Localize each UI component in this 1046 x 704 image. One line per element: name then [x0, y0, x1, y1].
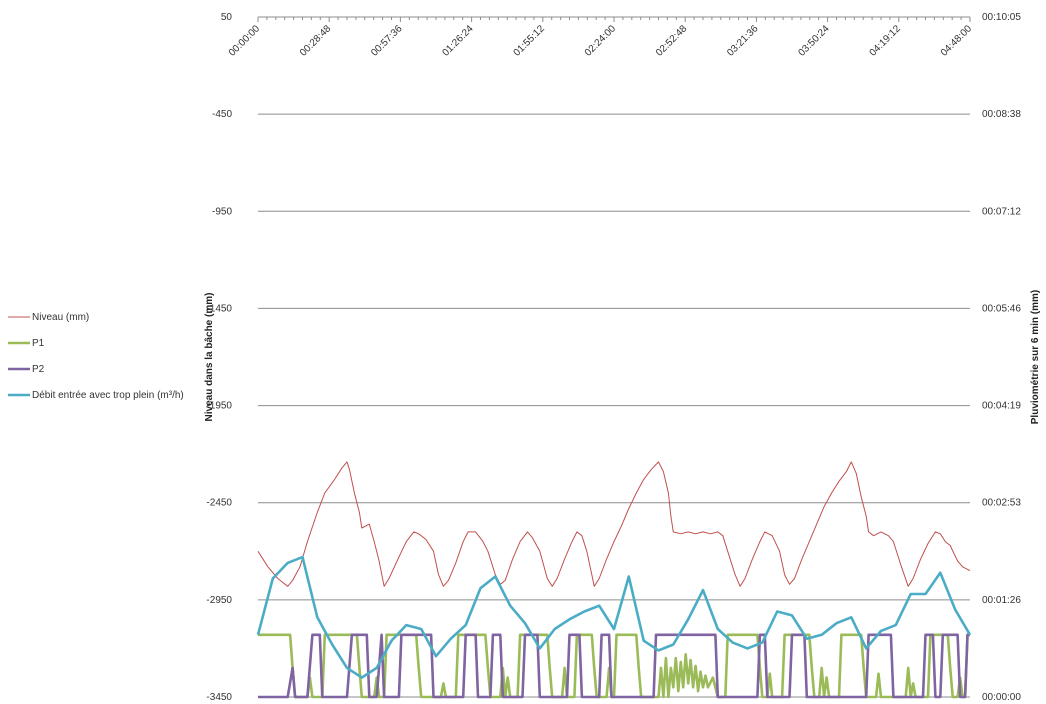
y2-tick-label: 00:04:19	[982, 401, 1021, 412]
grid-lines	[258, 16, 970, 698]
x-tick-label: 04:19:12	[868, 23, 904, 59]
legend-label: P2	[32, 364, 45, 375]
series-line-4	[256, 555, 972, 679]
x-tick-label: 01:55:12	[512, 23, 548, 59]
y2-tick-label: 00:07:12	[982, 206, 1021, 217]
x-axis: 00:00:00 00:28:48 00:57:36 01:26:24 01:55:12…	[227, 17, 975, 59]
x-tick-label: 02:24:00	[583, 23, 619, 59]
x-tick-label: 03:21:36	[725, 23, 761, 59]
x-tick-label: 04:48:00	[939, 23, 975, 59]
y-tick-label: -1950	[206, 401, 232, 412]
x-tick-label: 02:52:48	[654, 23, 690, 59]
x-tick-label: 00:28:48	[298, 23, 334, 59]
y-tick-label: 50	[221, 12, 233, 23]
series-group	[256, 461, 972, 699]
legend-label: Débit entrée avec trop plein (m³/h)	[32, 390, 184, 401]
y-tick-label: -950	[212, 206, 232, 217]
y-tick-label: -450	[212, 109, 232, 120]
x-tick-label: 00:00:00	[227, 23, 263, 59]
y-tick-label: -2450	[206, 498, 232, 509]
y2-tick-label: 00:00:00	[982, 692, 1021, 703]
y2-tick-label: 00:10:05	[982, 12, 1021, 23]
legend-label: Niveau (mm)	[32, 312, 89, 323]
legend-label: P1	[32, 338, 45, 349]
legend: Niveau (mm) P1 P2 Débit entrée avec trop pl…	[8, 312, 184, 401]
y-axis-left: 50 -450 -950 -1450 -1950 -2450 -2950 -3450	[206, 12, 232, 703]
x-tick-label: 01:26:24	[440, 23, 476, 59]
y2-tick-label: 00:02:53	[982, 498, 1021, 509]
y-tick-label: -2950	[206, 595, 232, 606]
x-tick-label: 03:50:24	[796, 23, 832, 59]
series-line-3	[258, 633, 970, 699]
y-axis-right: 00:10:05 00:08:38 00:07:12 00:05:46 00:04:19…	[982, 12, 1021, 703]
y2-tick-label: 00:05:46	[982, 303, 1021, 314]
y-tick-label: -3450	[206, 692, 232, 703]
y-tick-label: -1450	[206, 303, 232, 314]
y2-tick-label: 00:08:38	[982, 109, 1021, 120]
y-axis-title: Niveau dans la bâche (mm)	[204, 293, 215, 422]
x-tick-label: 00:57:36	[369, 23, 405, 59]
series-line-1	[257, 461, 971, 587]
y2-axis-title: Pluviométrie sur 6 min (mm)	[1030, 290, 1041, 424]
y2-tick-label: 00:01:26	[982, 595, 1021, 606]
